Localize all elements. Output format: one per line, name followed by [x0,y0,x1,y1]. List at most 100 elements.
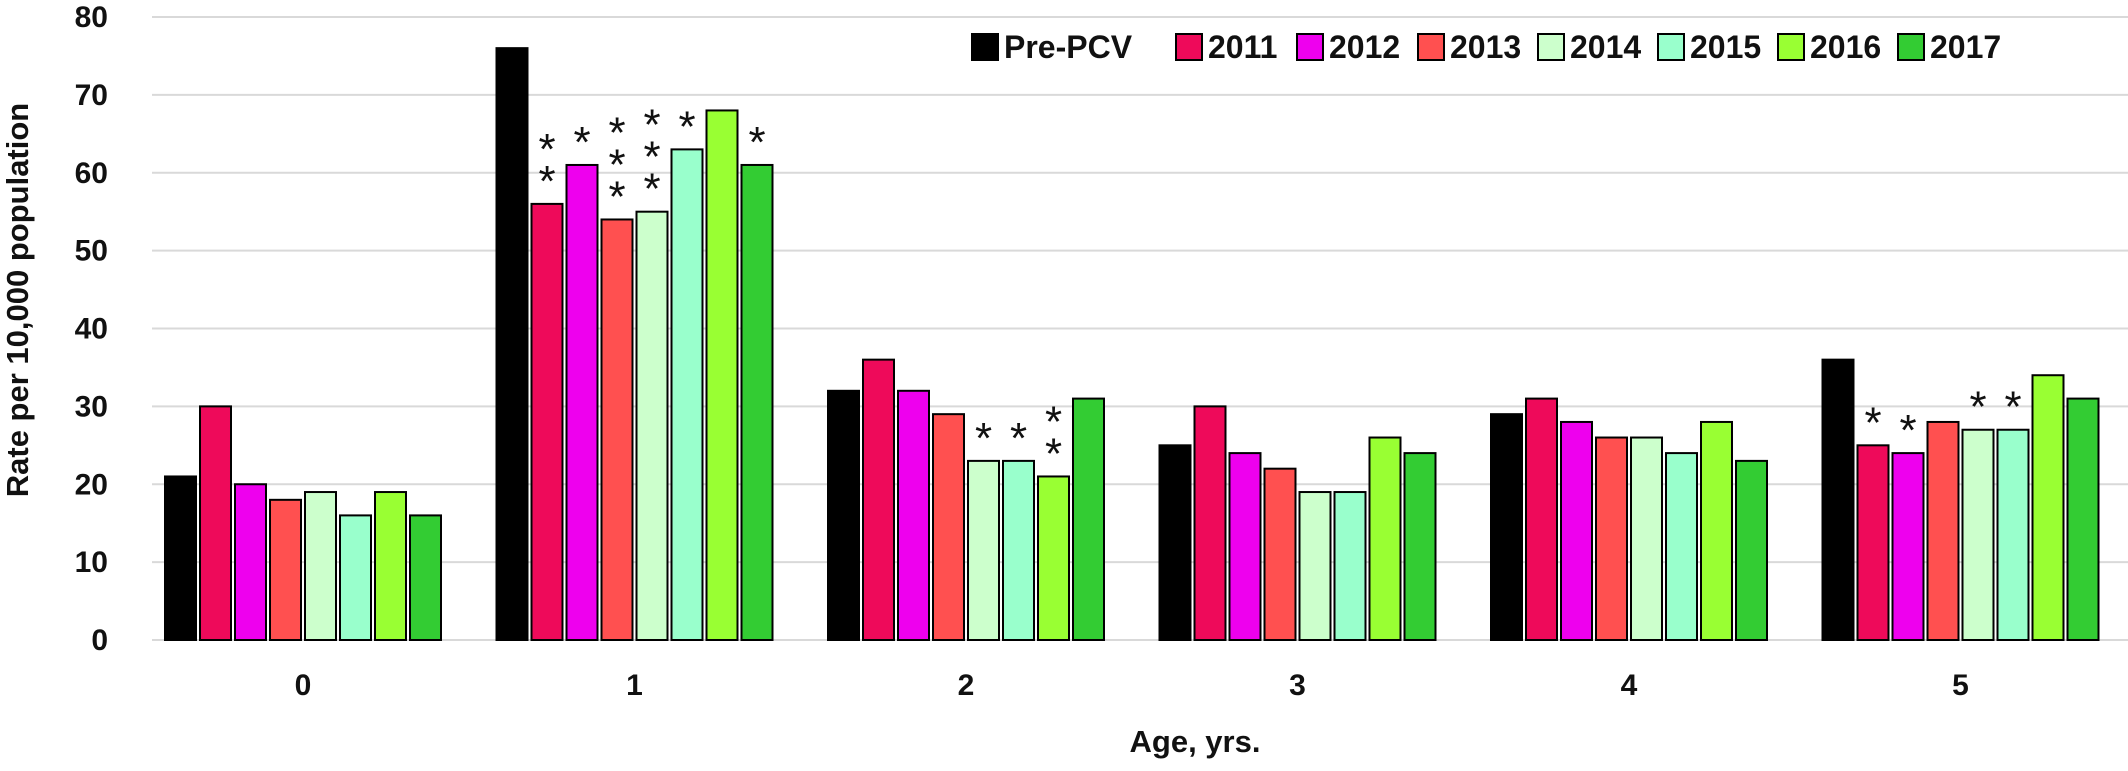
bar [495,47,529,641]
bar [1403,452,1437,641]
bar [1228,452,1262,641]
x-tick-label: 3 [1289,669,1306,702]
legend-swatch [1537,33,1565,61]
legend-swatch [971,33,999,61]
bar [1560,420,1593,642]
significance-star: * [975,414,992,463]
significance-star: * [1899,406,1916,455]
bars [164,47,2100,642]
significance-star: * [1045,397,1062,446]
significance-star: * [608,172,625,221]
y-tick-label: 30 [75,390,108,423]
bar [1298,491,1332,641]
bar [409,514,442,642]
bar [565,163,599,641]
bar [1072,397,1105,641]
y-axis-label: Rate per 10,000 population [0,103,35,498]
significance-star: * [643,133,660,182]
legend-label: 2016 [1810,29,1881,65]
bar [269,498,302,642]
legend-swatch [1657,33,1685,61]
bar [635,210,669,641]
bar [1193,405,1227,641]
bar [1037,475,1070,641]
y-tick-label: 20 [75,468,108,501]
significance-star: * [1969,383,1986,432]
significance-star: * [643,101,660,150]
legend-item: 2017 [1897,29,2001,65]
bar [1665,452,1698,641]
bar [1996,428,2030,641]
legend-item: 2015 [1657,29,1761,65]
x-tick-label: 0 [295,669,312,702]
bar [1961,428,1995,641]
significance-markers: ** ******* * ** * ** * * * * [538,101,2021,479]
bar [1926,420,1960,642]
legend-label: 2011 [1208,29,1277,65]
significance-star: * [538,157,555,206]
bar [2066,397,2100,641]
y-tick-label: 10 [75,546,108,579]
x-tick-label: 4 [1621,669,1638,702]
x-axis-label: Age, yrs. [1130,724,1261,759]
bar [530,202,564,641]
y-tick-label: 60 [75,157,108,190]
bar [2031,374,2065,641]
bar [164,475,197,641]
legend-swatch [1175,33,1203,61]
x-tick-label: 5 [1952,669,1969,702]
bar [1856,444,1890,641]
bar [1002,459,1035,642]
bar [374,491,407,641]
y-tick-label: 80 [75,1,108,34]
y-tick-label: 50 [75,235,108,268]
x-axis-ticks: 0 1 2 3 4 5 [295,669,1969,702]
bar [705,109,739,641]
bar [234,483,267,641]
significance-star: * [1045,429,1062,478]
y-tick-label: 0 [91,624,108,657]
bar [1525,397,1558,641]
bar [1368,436,1402,641]
significance-star: * [643,165,660,214]
significance-star: * [2004,383,2021,432]
significance-star: * [1864,398,1881,447]
bar [1700,420,1733,642]
legend-label: Pre-PCV [1004,29,1133,65]
bar [932,413,965,641]
legend-label: 2017 [1930,29,2001,65]
bar [1595,436,1628,641]
legend-item: Pre-PCV [971,29,1133,65]
significance-star: * [538,125,555,174]
bar [862,358,895,641]
bar [304,491,337,641]
legend-swatch [1777,33,1805,61]
significance-star: * [608,140,625,189]
bar [1158,444,1192,641]
bar [827,389,860,641]
legend-swatch [1296,33,1324,61]
bar [1891,452,1925,641]
bar [1630,436,1663,641]
bar [897,389,930,641]
bar [339,514,372,642]
bar [199,405,232,641]
legend-item: 2011 [1175,29,1277,65]
legend-item: 2016 [1777,29,1881,65]
legend-label: 2015 [1690,29,1761,65]
bar [967,459,1000,642]
bar [1263,467,1297,641]
y-tick-label: 40 [75,313,108,346]
bar [1490,413,1523,641]
bar [1735,459,1768,642]
significance-star: * [1010,414,1027,463]
y-axis-ticks: 0 10 20 30 40 50 60 70 80 [75,1,108,657]
gridlines [152,16,2128,641]
legend-label: 2012 [1329,29,1400,65]
legend-swatch [1897,33,1925,61]
legend-item: 2013 [1417,29,1521,65]
legend-item: 2014 [1537,29,1641,65]
legend-label: 2013 [1450,29,1521,65]
significance-star: * [573,118,590,167]
